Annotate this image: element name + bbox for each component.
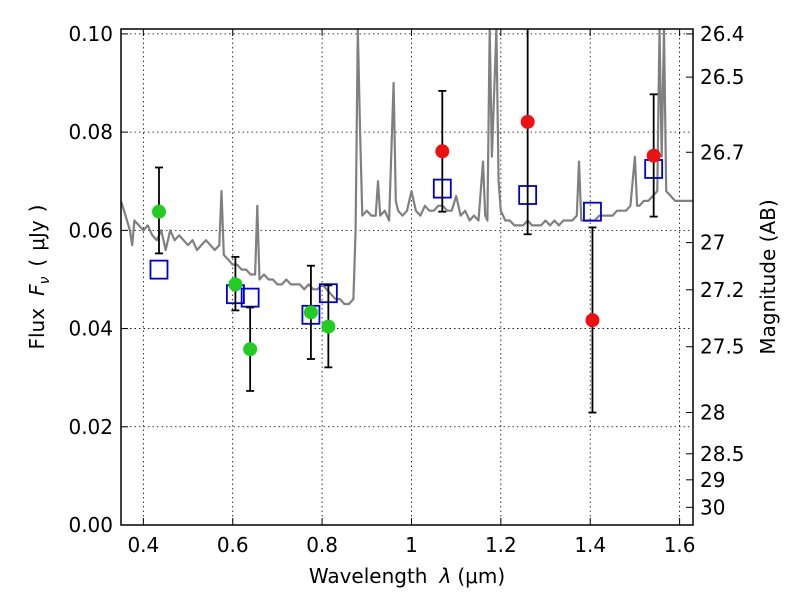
plot-area xyxy=(121,29,693,525)
x-tick-label: 1 xyxy=(405,533,418,557)
y-label-unit: μJy xyxy=(25,220,49,251)
y-label-subscript: ν xyxy=(37,276,53,284)
x-tick-label: 1.4 xyxy=(574,533,606,557)
observed-flux-point xyxy=(435,144,450,159)
x-tick-label: 1.2 xyxy=(485,533,517,557)
y2-tick-label: 26.4 xyxy=(700,22,745,46)
observed-flux-point xyxy=(243,342,258,357)
x-label-unit: (μm) xyxy=(457,564,505,588)
observed-flux-point xyxy=(321,319,336,334)
y-tick-label: 0.08 xyxy=(68,120,113,144)
plot-frame xyxy=(120,28,694,526)
y2-axis-label: Magnitude (AB) xyxy=(756,199,780,354)
y-label-close-paren: ) xyxy=(25,204,49,212)
y-tick-label: 0.02 xyxy=(68,415,113,439)
x-tick-label: 1.6 xyxy=(664,533,696,557)
x-axis-label: Wavelength λ (μm) xyxy=(309,564,505,588)
x-label-symbol: λ xyxy=(439,564,452,588)
model-flux-square xyxy=(149,259,169,280)
y-tick-label: 0.06 xyxy=(68,218,113,242)
x-tick-label: 0.8 xyxy=(306,533,338,557)
model-flux-square xyxy=(583,201,602,222)
y2-tick-label: 27.5 xyxy=(700,335,745,359)
marker-layer xyxy=(149,29,664,414)
y-label-symbol: F xyxy=(25,284,49,296)
y-tick-label: 0.00 xyxy=(68,513,113,537)
axis-ticks: 0.4 0.6 0.8 1 1.2 1.4 1.6 0.00 0.02 0.04 0.06 0.08 0… xyxy=(68,22,744,557)
observed-flux-point xyxy=(646,148,661,163)
x-tick-label: 0.6 xyxy=(217,533,249,557)
observed-flux-point xyxy=(151,204,166,219)
y2-tick-label: 26.5 xyxy=(700,65,745,89)
observed-flux-point xyxy=(585,313,600,328)
y2-tick-label: 27 xyxy=(700,231,725,255)
y-tick-label: 0.10 xyxy=(68,22,113,46)
observed-flux-point xyxy=(303,305,318,320)
y2-tick-label: 28 xyxy=(700,401,725,425)
y2-tick-label: 27.2 xyxy=(700,278,745,302)
y2-tick-label: 28.5 xyxy=(700,442,745,466)
y-tick-label: 0.04 xyxy=(68,317,113,341)
y-label-open-paren: ( xyxy=(25,259,49,267)
observed-flux-point xyxy=(228,277,243,292)
x-tick-label: 0.4 xyxy=(127,533,159,557)
y-axis-label: Flux Fν ( μJy) xyxy=(25,204,53,349)
y2-tick-label: 29 xyxy=(700,468,725,492)
y2-tick-label: 26.7 xyxy=(700,140,745,164)
observed-flux-point xyxy=(520,114,535,129)
y2-tick-label: 30 xyxy=(700,495,725,519)
y-label-name: Flux xyxy=(25,308,49,350)
x-label-name: Wavelength xyxy=(309,564,428,588)
